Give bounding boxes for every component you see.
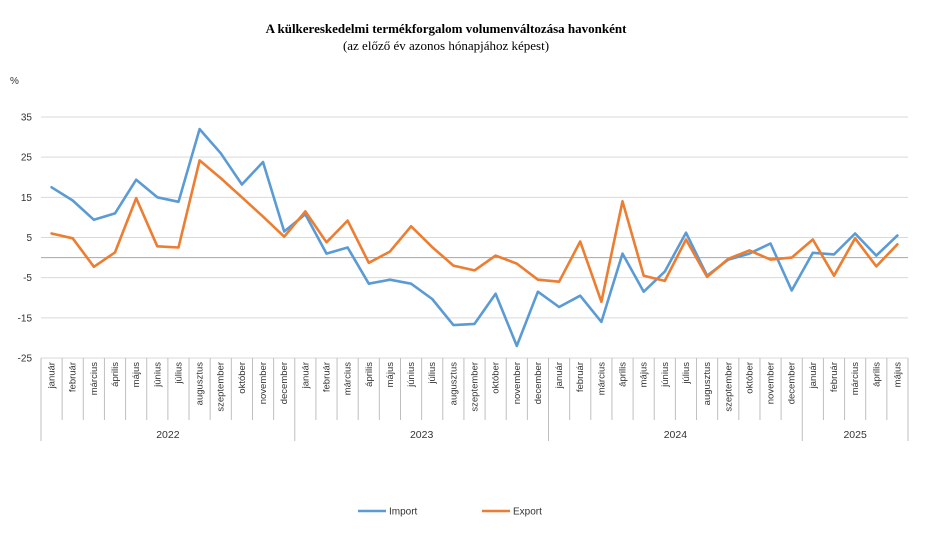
month-label: október (237, 362, 248, 394)
y-tick-label: 35 (21, 113, 33, 124)
month-label: május (639, 362, 650, 388)
month-label: március (343, 362, 354, 396)
month-label: december (787, 362, 798, 404)
month-label: szeptember (723, 362, 734, 412)
month-label: február (321, 362, 332, 392)
year-label: 2022 (156, 429, 180, 441)
month-label: július (427, 362, 438, 385)
month-label: január (808, 362, 819, 389)
y-tick-label: -25 (18, 354, 33, 365)
month-label: október (744, 362, 755, 394)
month-label: július (173, 362, 184, 385)
legend-label-import: Import (389, 507, 418, 518)
month-label: április (110, 362, 121, 387)
month-label: június (660, 362, 671, 388)
month-label: november (512, 362, 523, 404)
month-label: július (681, 362, 692, 385)
series-line-import (50, 127, 899, 348)
month-label: április (871, 362, 882, 387)
series-lines (50, 127, 899, 348)
month-label: szeptember (470, 362, 481, 412)
month-label: október (491, 362, 502, 394)
month-label: május (385, 362, 396, 388)
month-label: március (850, 362, 861, 396)
month-label: május (131, 362, 142, 388)
month-label: március (596, 362, 607, 396)
chart-subtitle: (az előző év azonos hónapjához képest) (343, 38, 549, 53)
month-label: december (279, 362, 290, 404)
year-label: 2023 (410, 429, 434, 441)
year-label: 2025 (843, 429, 867, 441)
month-label: január (47, 362, 58, 389)
month-label: február (68, 362, 79, 392)
y-tick-label: 5 (26, 233, 32, 244)
month-label: november (766, 362, 777, 404)
x-axis: január február március április május június jú… (40, 257, 909, 441)
month-label: november (258, 362, 269, 404)
y-tick-label: 25 (21, 153, 33, 164)
month-label: május (892, 362, 903, 388)
month-label: december (533, 362, 544, 404)
y-tick-label: -5 (23, 273, 32, 284)
month-label: szeptember (216, 362, 227, 412)
month-label: június (152, 362, 163, 388)
year-label: 2024 (664, 429, 688, 441)
month-label: augusztus (195, 362, 206, 406)
y-axis-unit: % (10, 76, 19, 87)
month-label: augusztus (702, 362, 713, 406)
month-label: április (364, 362, 375, 387)
y-tick-label: 15 (21, 193, 33, 204)
legend: Import Export (358, 507, 542, 518)
month-label: június (406, 362, 417, 388)
month-label: március (89, 362, 100, 396)
chart-title: A külkereskedelmi termékforgalom volumen… (266, 21, 628, 36)
month-label: április (618, 362, 629, 387)
month-label: február (575, 362, 586, 392)
month-label: január (554, 362, 565, 389)
gridlines (41, 116, 908, 359)
series-line-export (50, 159, 899, 304)
month-label: augusztus (448, 362, 459, 406)
month-label: február (829, 362, 840, 392)
legend-label-export: Export (513, 507, 542, 518)
month-label: január (300, 362, 311, 389)
y-axis-ticks: 35 25 15 5 -5 -15 -25 (18, 113, 33, 365)
y-tick-label: -15 (18, 313, 33, 324)
